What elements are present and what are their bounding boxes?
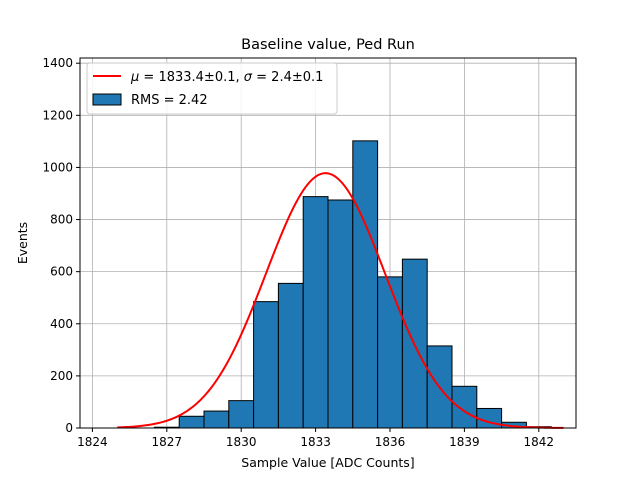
- x-axis-label: Sample Value [ADC Counts]: [241, 455, 414, 470]
- y-tick-label-1: 200: [50, 369, 73, 383]
- x-tick-label-4: 1836: [375, 435, 406, 449]
- legend-box: [86, 62, 338, 115]
- y-tick-label-5: 1000: [42, 160, 73, 174]
- y-tick-label-0: 0: [65, 421, 73, 435]
- y-tick-label-2: 400: [50, 317, 73, 331]
- y-axis-label: Events: [15, 222, 30, 264]
- plot-frame: [79, 57, 577, 429]
- chart-title: Baseline value, Ped Run: [241, 37, 415, 53]
- legend-rms-label: RMS = 2.42: [131, 93, 208, 108]
- histogram-bar-12: [451, 385, 478, 429]
- y-tick-label-4: 800: [50, 213, 73, 227]
- fit-curve: [117, 172, 564, 429]
- legend-fit-label: μ = 1833.4±0.1, σ = 2.4±0.1: [130, 70, 323, 85]
- x-axis-ticks: 1824 1827 1830 1833 1836 1839 1842: [77, 428, 554, 449]
- y-axis-ticks: 0 200 400 600 800 1000 1200 1400: [42, 56, 80, 435]
- x-tick-label-1: 1827: [152, 435, 183, 449]
- x-tick-label-2: 1830: [226, 435, 257, 449]
- legend: μ = 1833.4±0.1, σ = 2.4±0.1 RMS = 2.42: [86, 62, 338, 115]
- histogram-bar-4: [253, 301, 279, 429]
- histogram-bar-2: [203, 410, 230, 429]
- histogram-bar-6: [302, 196, 329, 429]
- histogram-bar-8: [352, 140, 379, 429]
- legend-sigma-value: = 2.4±0.1: [252, 70, 323, 85]
- histogram-bar-5: [277, 282, 304, 429]
- histogram-bars: [153, 140, 552, 429]
- x-tick-label-5: 1839: [449, 435, 480, 449]
- x-tick-label-6: 1842: [524, 435, 555, 449]
- legend-sigma-symbol: σ: [244, 70, 253, 85]
- x-tick-label-3: 1833: [300, 435, 331, 449]
- histogram-bar-3: [228, 400, 255, 429]
- gaussian-fit: [117, 172, 564, 429]
- x-tick-label-0: 1824: [77, 435, 108, 449]
- legend-mu-value: = 1833.4±0.1,: [139, 70, 243, 85]
- legend-mu-symbol: μ: [130, 70, 139, 85]
- y-tick-label-6: 1200: [42, 108, 73, 122]
- histogram-bar-9: [377, 276, 403, 429]
- histogram-bar-7: [327, 199, 354, 429]
- legend-rms-swatch: [92, 93, 122, 106]
- y-tick-label-3: 600: [50, 265, 73, 279]
- y-tick-label-7: 1400: [42, 56, 73, 70]
- histogram-bar-1: [178, 415, 205, 429]
